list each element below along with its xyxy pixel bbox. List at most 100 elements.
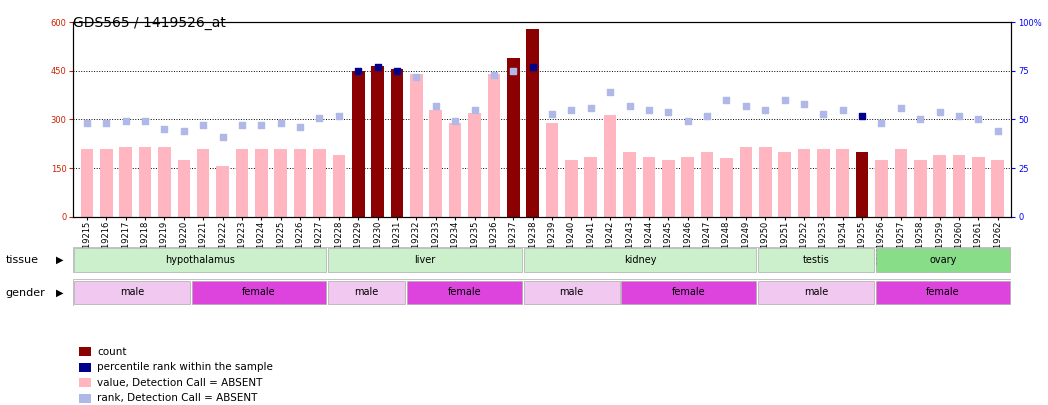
- Text: gender: gender: [5, 288, 45, 298]
- Point: [485, 72, 502, 78]
- Point: [795, 101, 812, 107]
- Text: male: male: [119, 287, 145, 297]
- Point: [583, 104, 599, 111]
- Point: [156, 126, 173, 132]
- Point: [253, 122, 269, 128]
- Bar: [468, 113, 481, 217]
- Point: [505, 68, 522, 74]
- Point: [757, 107, 773, 113]
- Bar: [275, 149, 287, 217]
- Text: kidney: kidney: [624, 255, 656, 265]
- Text: rank, Detection Call = ABSENT: rank, Detection Call = ABSENT: [97, 393, 258, 403]
- Bar: [371, 66, 384, 217]
- Bar: [158, 147, 171, 217]
- Bar: [759, 248, 874, 272]
- Bar: [352, 71, 365, 217]
- Bar: [681, 157, 694, 217]
- Text: male: male: [354, 287, 378, 297]
- Point: [718, 97, 735, 103]
- Bar: [624, 152, 636, 217]
- Bar: [914, 160, 926, 217]
- Bar: [779, 152, 791, 217]
- Bar: [991, 160, 1004, 217]
- Point: [195, 122, 212, 128]
- Bar: [119, 147, 132, 217]
- Point: [175, 128, 192, 134]
- Bar: [565, 160, 577, 217]
- Point: [214, 134, 231, 140]
- Point: [951, 112, 967, 119]
- Bar: [177, 160, 190, 217]
- Point: [369, 64, 386, 70]
- Text: count: count: [97, 347, 127, 357]
- Bar: [720, 158, 733, 217]
- Point: [834, 107, 851, 113]
- Text: hypothalamus: hypothalamus: [166, 255, 236, 265]
- Point: [815, 111, 832, 117]
- Bar: [856, 152, 869, 217]
- Bar: [621, 281, 757, 305]
- Bar: [313, 149, 326, 217]
- Bar: [798, 149, 810, 217]
- Bar: [875, 281, 1010, 305]
- Bar: [817, 149, 830, 217]
- Point: [912, 116, 929, 123]
- Bar: [216, 166, 228, 217]
- Point: [311, 114, 328, 121]
- Point: [272, 120, 289, 127]
- Bar: [759, 147, 771, 217]
- Point: [330, 112, 347, 119]
- Bar: [526, 29, 539, 217]
- Bar: [487, 74, 500, 217]
- Point: [117, 118, 134, 125]
- Bar: [759, 281, 874, 305]
- Point: [602, 89, 618, 96]
- Point: [777, 97, 793, 103]
- Point: [136, 118, 153, 125]
- Point: [660, 109, 677, 115]
- Bar: [391, 69, 403, 217]
- Bar: [74, 248, 326, 272]
- Bar: [524, 281, 619, 305]
- Point: [738, 102, 755, 109]
- Point: [79, 120, 95, 127]
- Bar: [875, 248, 1010, 272]
- Bar: [507, 58, 520, 217]
- Point: [679, 118, 696, 125]
- Bar: [407, 281, 522, 305]
- Text: male: male: [560, 287, 584, 297]
- Bar: [973, 157, 985, 217]
- Bar: [836, 149, 849, 217]
- Point: [524, 64, 541, 70]
- Bar: [740, 147, 752, 217]
- Text: liver: liver: [414, 255, 436, 265]
- Bar: [662, 160, 675, 217]
- Bar: [642, 157, 655, 217]
- Bar: [585, 157, 597, 217]
- Point: [408, 73, 424, 80]
- Bar: [953, 155, 965, 217]
- Bar: [74, 281, 190, 305]
- Bar: [81, 149, 93, 217]
- Bar: [546, 123, 559, 217]
- Text: female: female: [672, 287, 705, 297]
- Point: [640, 107, 657, 113]
- Bar: [293, 149, 306, 217]
- Point: [989, 128, 1006, 134]
- Point: [234, 122, 250, 128]
- Point: [854, 112, 871, 119]
- Point: [446, 118, 463, 125]
- Point: [970, 116, 987, 123]
- Point: [699, 112, 716, 119]
- Text: value, Detection Call = ABSENT: value, Detection Call = ABSENT: [97, 378, 263, 388]
- Bar: [100, 149, 112, 217]
- Bar: [449, 123, 461, 217]
- Bar: [328, 281, 405, 305]
- Text: ▶: ▶: [56, 288, 63, 298]
- Point: [563, 107, 580, 113]
- Bar: [332, 155, 345, 217]
- Point: [544, 111, 561, 117]
- Bar: [430, 110, 442, 217]
- Bar: [524, 248, 757, 272]
- Point: [893, 104, 910, 111]
